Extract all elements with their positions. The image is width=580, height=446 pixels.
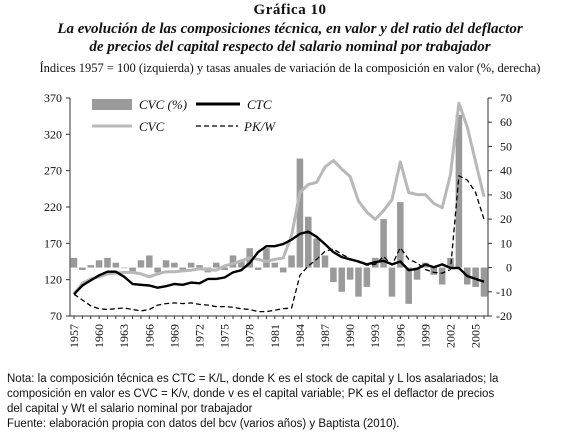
bar-cvc-pct bbox=[229, 255, 237, 268]
bar-cvc-pct bbox=[288, 255, 295, 268]
right-axis-tick-label: 60 bbox=[500, 115, 512, 129]
x-axis-tick-label: 2005 bbox=[469, 324, 483, 348]
bar-cvc-pct bbox=[238, 260, 245, 268]
title-line-2: de precios del capital respecto del sala… bbox=[89, 39, 491, 55]
x-axis-tick-label: 1963 bbox=[117, 324, 131, 348]
bar-cvc-pct bbox=[70, 257, 78, 268]
x-axis-tick-label: 1996 bbox=[393, 324, 407, 348]
right-axis-tick-label: 40 bbox=[500, 164, 512, 178]
x-axis-tick-label: 1981 bbox=[268, 324, 282, 348]
bar-cvc-pct bbox=[263, 248, 270, 268]
x-axis-tick-label: 1978 bbox=[243, 324, 257, 348]
bar-cvc-pct bbox=[112, 262, 120, 268]
x-axis-tick-label: 1999 bbox=[418, 324, 432, 348]
bar-cvc-pct bbox=[254, 267, 262, 270]
bar-cvc-pct bbox=[296, 158, 304, 268]
bar-cvc-pct bbox=[388, 267, 396, 297]
bar-cvc-pct bbox=[346, 267, 354, 280]
bar-cvc-pct bbox=[363, 267, 371, 287]
bar-cvc-pct bbox=[129, 267, 136, 273]
legend-label-pk-w: PK/W bbox=[243, 119, 276, 134]
series-line-ctc bbox=[73, 230, 485, 296]
legend-label-cvc: CVC bbox=[139, 119, 165, 134]
chart: 70 120 170 220 270 320 370 -20 -10 0 10 20 30 40 50 60 7… bbox=[44, 91, 512, 348]
bar-cvc-pct bbox=[472, 267, 479, 287]
bar-cvc-pct bbox=[321, 255, 329, 268]
bar-cvc-pct bbox=[79, 267, 86, 270]
left-axis-tick-label: 120 bbox=[44, 273, 62, 287]
figure-subtitle: Índices 1957 = 100 (izquierda) y tasas a… bbox=[39, 61, 541, 75]
legend-swatch-cvc-pct bbox=[92, 99, 132, 110]
right-axis-tick-label: 0 bbox=[506, 261, 512, 275]
bar-cvc-pct bbox=[146, 255, 153, 268]
bar-cvc-pct bbox=[271, 262, 279, 268]
x-axis-tick-label: 1969 bbox=[167, 324, 181, 348]
right-axis-tick-label: 10 bbox=[500, 236, 512, 250]
notes: Nota: la composición técnica es CTC = K/… bbox=[7, 372, 577, 432]
bar-cvc-pct bbox=[137, 260, 145, 268]
plot-area: 70 120 170 220 270 320 370 -20 -10 0 10 20 30 40 50 60 7… bbox=[44, 91, 512, 348]
left-axis-tick-label: 320 bbox=[44, 127, 62, 141]
figure-label: Gráfica 10 bbox=[253, 2, 327, 18]
legend: CVC (%) CTC CVC PK/W bbox=[92, 97, 276, 134]
right-axis-tick-label: 50 bbox=[500, 139, 512, 153]
x-axis-tick-label: 1957 bbox=[67, 324, 81, 348]
legend-label-ctc: CTC bbox=[247, 97, 272, 112]
right-axis-tick-label: -20 bbox=[496, 309, 512, 323]
bar-cvc-pct bbox=[279, 267, 287, 273]
x-axis-tick-label: 1987 bbox=[318, 324, 332, 348]
bar-cvc-pct bbox=[162, 260, 170, 268]
bar-cvc-pct bbox=[405, 267, 412, 304]
bar-cvc-pct bbox=[455, 114, 463, 268]
right-axis-tick-label: -10 bbox=[496, 285, 512, 299]
bar-cvc-pct bbox=[187, 262, 195, 268]
bar-cvc-pct bbox=[305, 216, 312, 268]
left-axis-tick-label: 370 bbox=[44, 91, 62, 105]
series-line-pk-w bbox=[73, 175, 485, 313]
x-axis-tick-label: 1975 bbox=[218, 324, 232, 348]
right-axis-tick-label: 30 bbox=[500, 188, 512, 202]
bar-cvc-pct bbox=[380, 219, 387, 268]
bar-cvc-pct bbox=[171, 262, 178, 268]
bar-cvc-pct bbox=[413, 267, 421, 280]
bar-cvc-pct bbox=[355, 267, 362, 297]
figure-title: La evolución de las composiciones técnic… bbox=[0, 20, 580, 56]
bar-cvc-pct bbox=[338, 267, 346, 292]
legend-label-cvc-pct: CVC (%) bbox=[139, 97, 187, 112]
x-axis-tick-label: 1972 bbox=[193, 324, 207, 348]
x-axis-tick-label: 1966 bbox=[142, 324, 156, 348]
left-axis-tick-label: 220 bbox=[44, 200, 62, 214]
bar-cvc-pct bbox=[480, 267, 488, 297]
bar-cvc-pct bbox=[212, 262, 220, 268]
bar-cvc-pct bbox=[430, 267, 438, 275]
x-axis-tick-label: 1993 bbox=[368, 324, 382, 348]
bar-cvc-pct bbox=[196, 265, 203, 268]
bar-cvc-pct bbox=[179, 267, 187, 270]
bar-cvc-pct bbox=[154, 267, 161, 273]
series-line-cvc bbox=[72, 101, 486, 296]
x-axis-tick-label: 1960 bbox=[92, 324, 106, 348]
bar-cvc-pct bbox=[87, 265, 94, 268]
x-axis-tick-label: 1990 bbox=[343, 324, 357, 348]
bar-cvc-pct bbox=[221, 267, 228, 270]
note-line-2: composición en valor es CVC = K/v, donde… bbox=[7, 388, 495, 400]
left-axis-tick-label: 170 bbox=[44, 236, 62, 250]
bar-cvc-pct bbox=[95, 260, 103, 268]
x-axis-tick-label: 1984 bbox=[293, 324, 307, 348]
bar-cvc-pct bbox=[313, 238, 320, 268]
bar-cvc-pct bbox=[120, 267, 128, 269]
bar-cvc-pct bbox=[104, 257, 111, 268]
bar-cvc-pct bbox=[438, 267, 446, 285]
bar-cvc-pct bbox=[397, 202, 404, 268]
x-axis-tick-label: 2002 bbox=[444, 324, 458, 348]
note-line-3: del capital y Wt el salario nominal por … bbox=[7, 403, 253, 415]
note-line-1: Nota: la composición técnica es CTC = K/… bbox=[7, 373, 499, 385]
source-line: Fuente: elaboración propia con datos del… bbox=[7, 418, 400, 430]
bar-cvc-pct bbox=[330, 267, 337, 283]
left-axis-tick-label: 70 bbox=[50, 309, 62, 323]
title-line-1: La evolución de las composiciones técnic… bbox=[57, 21, 523, 37]
right-axis-tick-label: 20 bbox=[500, 212, 512, 226]
right-axis-tick-label: 70 bbox=[500, 91, 512, 105]
left-axis-tick-label: 270 bbox=[44, 164, 62, 178]
